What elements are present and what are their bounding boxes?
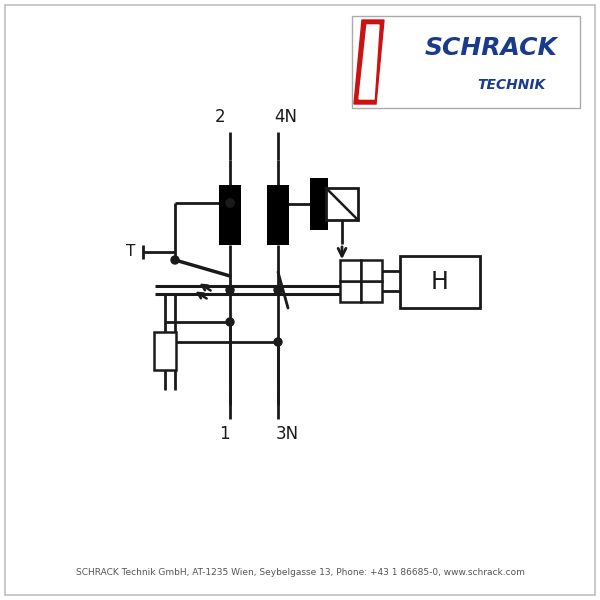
Polygon shape	[354, 20, 384, 104]
Bar	[326, 188, 358, 220]
Polygon shape	[359, 25, 379, 99]
Text: SCHRACK Technik GmbH, AT-1235 Wien, Seybelgasse 13, Phone: +43 1 86685-0, www.sc: SCHRACK Technik GmbH, AT-1235 Wien, Seyb…	[76, 568, 524, 577]
Bar	[400, 256, 480, 308]
Text: H: H	[431, 270, 449, 294]
Bar	[340, 260, 361, 281]
Text: TECHNIK: TECHNIK	[478, 78, 546, 92]
Circle shape	[226, 199, 234, 207]
Circle shape	[171, 256, 179, 264]
Text: 1: 1	[218, 425, 229, 443]
Text: 3N: 3N	[276, 425, 299, 443]
Circle shape	[274, 338, 282, 346]
Bar	[340, 281, 361, 302]
Bar	[310, 178, 328, 230]
Circle shape	[226, 286, 234, 294]
Circle shape	[274, 286, 282, 294]
Text: T: T	[125, 245, 135, 259]
Text: 2: 2	[214, 108, 225, 126]
Bar	[219, 185, 241, 245]
Text: 4N: 4N	[274, 108, 297, 126]
Circle shape	[226, 199, 234, 207]
Bar	[361, 260, 382, 281]
Text: SCHRACK: SCHRACK	[425, 36, 557, 60]
Circle shape	[226, 318, 234, 326]
Bar	[154, 332, 176, 370]
Bar	[361, 281, 382, 302]
Bar	[352, 16, 580, 108]
Bar	[267, 185, 289, 245]
